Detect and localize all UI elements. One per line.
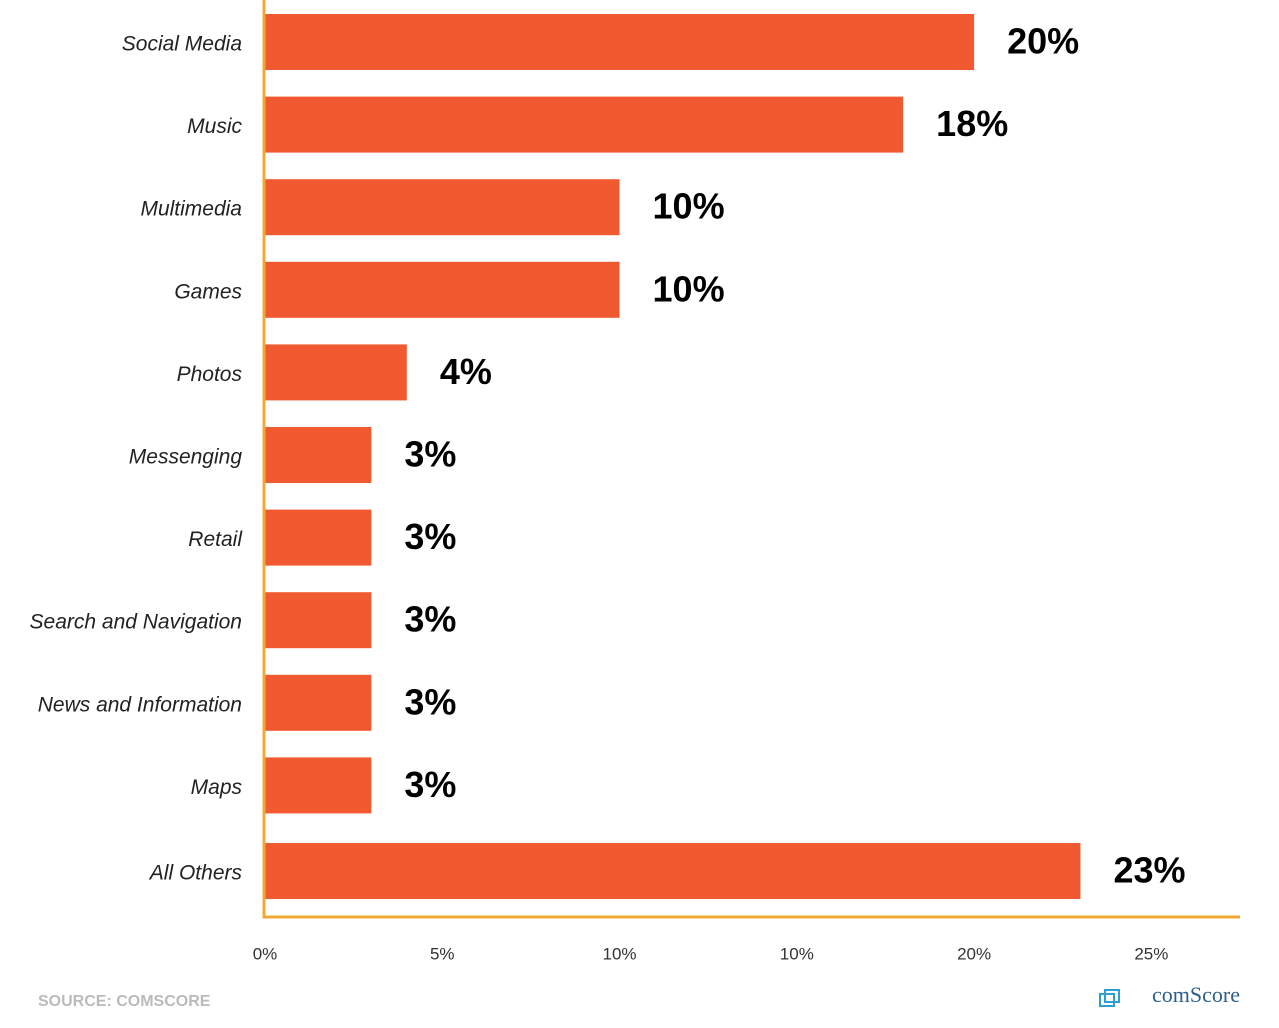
x-tick-label: 10% bbox=[603, 944, 637, 963]
category-label: Search and Navigation bbox=[30, 611, 242, 634]
logo-text: comScore bbox=[1152, 982, 1240, 1007]
bar bbox=[265, 592, 372, 649]
category-label: Maps bbox=[191, 776, 243, 799]
bar bbox=[265, 96, 904, 153]
logo: comScore bbox=[1099, 982, 1240, 1007]
value-label: 3% bbox=[404, 434, 456, 475]
x-tick-label: 10% bbox=[780, 944, 814, 963]
value-label: 10% bbox=[653, 268, 725, 309]
x-tick-label: 25% bbox=[1134, 944, 1168, 963]
bar bbox=[265, 427, 372, 483]
logo-icon bbox=[1104, 989, 1120, 1003]
category-label: Photos bbox=[177, 363, 243, 386]
x-tick-label: 0% bbox=[253, 944, 278, 963]
bar bbox=[265, 344, 407, 401]
source: SOURCE: COMSCORE bbox=[38, 993, 211, 1010]
value-label: 10% bbox=[653, 186, 725, 227]
value-label: 3% bbox=[404, 516, 456, 557]
bar bbox=[265, 757, 372, 814]
category-label: All Others bbox=[148, 862, 243, 885]
category-label: Social Media bbox=[122, 33, 242, 56]
value-label: 4% bbox=[440, 351, 492, 392]
bar bbox=[265, 179, 620, 236]
value-label: 20% bbox=[1007, 21, 1079, 62]
category-label: Retail bbox=[188, 528, 243, 551]
category-label: Multimedia bbox=[140, 198, 242, 221]
bar bbox=[265, 509, 372, 566]
value-label: 18% bbox=[936, 103, 1008, 144]
category-label: Messenging bbox=[129, 446, 243, 469]
bar bbox=[265, 674, 372, 731]
bar bbox=[265, 261, 620, 318]
logo-icon bbox=[1099, 993, 1115, 1007]
value-label: 23% bbox=[1113, 850, 1185, 891]
category-label: Games bbox=[174, 280, 242, 303]
value-label: 3% bbox=[404, 599, 456, 640]
bar bbox=[265, 14, 975, 70]
category-label: Music bbox=[187, 115, 242, 138]
value-label: 3% bbox=[404, 764, 456, 805]
x-tick-label: 20% bbox=[957, 944, 991, 963]
value-label: 3% bbox=[404, 681, 456, 722]
bar bbox=[265, 843, 1081, 899]
x-tick-label: 5% bbox=[430, 944, 455, 963]
category-label: News and Information bbox=[38, 693, 242, 716]
